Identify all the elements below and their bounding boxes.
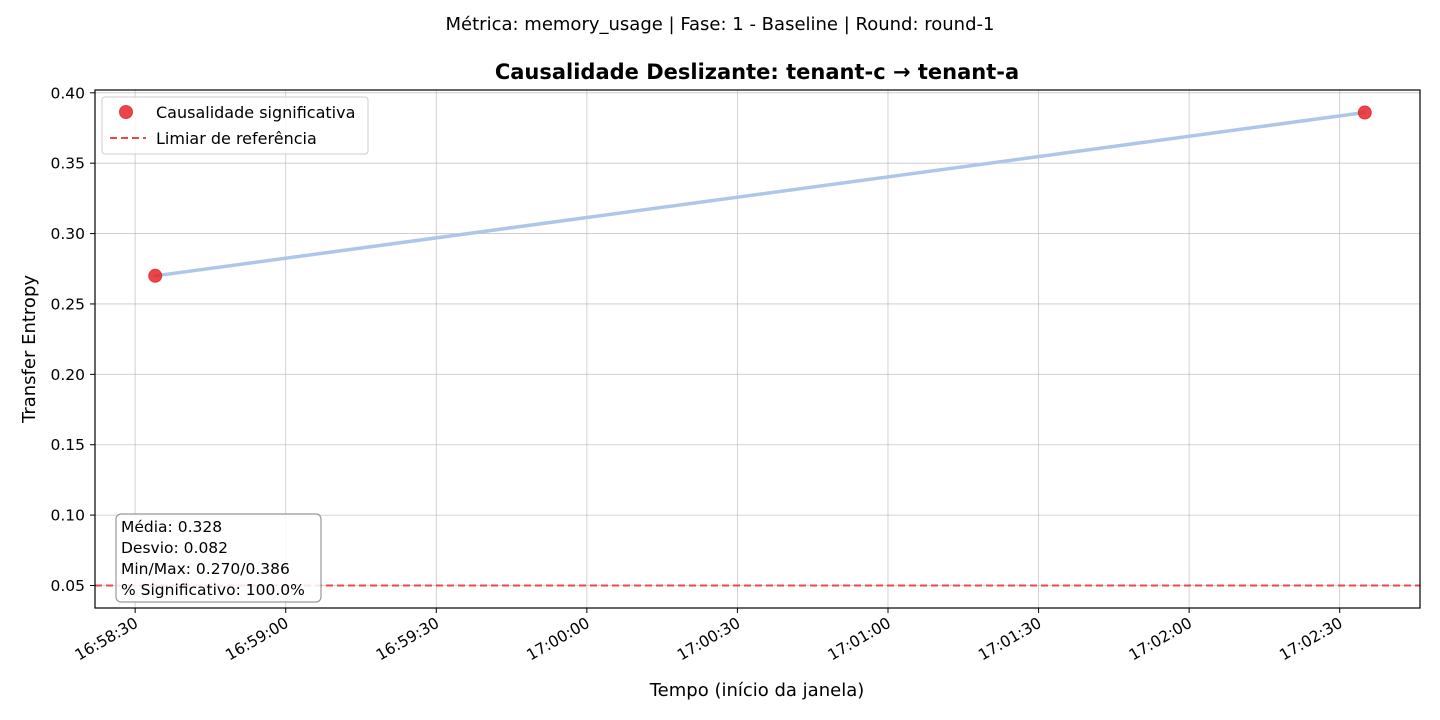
y-axis-label: Transfer Entropy <box>19 275 40 424</box>
legend-label-significant: Causalidade significativa <box>156 103 355 122</box>
significant-point <box>148 268 163 283</box>
chart-title: Causalidade Deslizante: tenant-c → tenan… <box>495 60 1019 84</box>
x-tick-label: 16:59:30 <box>373 614 442 664</box>
series-line <box>153 110 1367 278</box>
y-tick-label: 0.30 <box>50 225 85 243</box>
y-tick-label: 0.35 <box>50 155 85 173</box>
stats-minmax: Min/Max: 0.270/0.386 <box>121 560 290 578</box>
x-axis-ticks: 16:58:30 16:59:00 16:59:30 17:00:00 17:00:30… <box>72 608 1346 664</box>
y-tick-label: 0.15 <box>50 436 85 454</box>
grid-lines <box>95 90 1420 608</box>
x-tick-label: 17:00:30 <box>674 614 743 664</box>
y-tick-label: 0.25 <box>50 295 85 313</box>
y-axis-ticks: 0.05 0.10 0.15 0.20 0.25 0.30 0.35 0.40 <box>50 84 95 595</box>
x-tick-label: 17:02:00 <box>1126 614 1195 664</box>
series-layer <box>153 110 1367 278</box>
significant-point <box>1357 105 1372 120</box>
stats-box-frame <box>115 513 322 603</box>
significant-points <box>148 105 1372 283</box>
x-tick-label: 17:00:00 <box>524 614 593 664</box>
legend-marker-significant <box>119 105 133 119</box>
x-tick-label: 17:02:30 <box>1276 614 1345 664</box>
y-tick-label: 0.40 <box>50 84 85 102</box>
y-tick-label: 0.20 <box>50 366 85 384</box>
x-tick-label: 16:59:00 <box>222 614 291 664</box>
stats-box: Média: 0.328 Desvio: 0.082 Min/Max: 0.27… <box>115 513 322 603</box>
x-tick-label: 17:01:30 <box>975 614 1044 664</box>
stats-std: Desvio: 0.082 <box>121 539 228 557</box>
plot-frame <box>94 89 1421 609</box>
legend-label-reference: Limiar de referência <box>156 129 317 148</box>
x-axis-label: Tempo (início da janela) <box>649 680 865 701</box>
legend-box <box>101 96 369 155</box>
y-tick-label: 0.10 <box>50 507 85 525</box>
x-tick-label: 17:01:00 <box>825 614 894 664</box>
stats-mean: Média: 0.328 <box>121 518 222 536</box>
x-tick-label: 16:58:30 <box>72 614 141 664</box>
legend: Causalidade significativa Limiar de refe… <box>101 96 369 155</box>
chart-suptitle: Métrica: memory_usage | Fase: 1 - Baseli… <box>446 14 995 35</box>
y-tick-label: 0.05 <box>50 577 85 595</box>
stats-significant: % Significativo: 100.0% <box>121 581 305 599</box>
